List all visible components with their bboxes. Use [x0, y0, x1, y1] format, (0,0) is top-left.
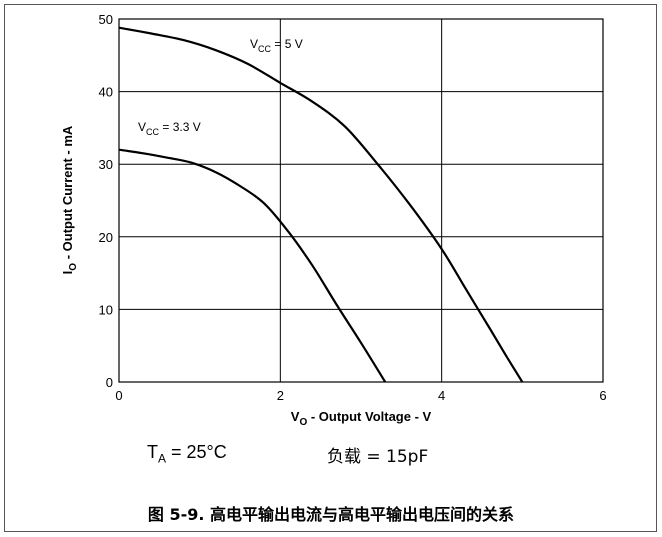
series-group [118, 26, 524, 383]
x-axis-label: VO - Output Voltage - V [291, 409, 432, 428]
x-tick-label: 6 [599, 388, 606, 403]
x-tick-label: 4 [438, 388, 445, 403]
x-tick-label: 0 [115, 388, 122, 403]
y-tick-label: 20 [99, 230, 113, 245]
figure-caption: 图 5-9. 高电平输出电流与高电平输出电压间的关系 [147, 505, 515, 524]
x-tick-label: 2 [277, 388, 284, 403]
grid [119, 19, 603, 382]
y-axis-label: IO - Output Current - mA [60, 125, 79, 274]
series-label-3v3: VCC = 3.3 V [138, 120, 201, 137]
y-tick-label: 40 [99, 85, 113, 100]
series-line-vcc-5v [118, 26, 524, 383]
figure-frame [4, 4, 657, 532]
load-capacitance: 负载 = 15pF [327, 447, 429, 467]
plot-area-border [118, 18, 604, 383]
series-label-5v: VCC = 5 V [250, 37, 303, 54]
y-tick-label: 10 [99, 302, 113, 317]
ambient-temperature: TA = 25°C [147, 442, 227, 466]
tick-labels: 0 10 20 30 40 50 0 2 4 6 [99, 12, 607, 403]
y-tick-label: 50 [99, 12, 113, 27]
y-tick-label: 0 [106, 375, 113, 390]
series-line-vcc-3v3 [118, 148, 387, 383]
output-current-chart: 0 10 20 30 40 50 0 2 4 6 VCC = 5 V VCC = 3.3 V VO… [60, 12, 607, 428]
y-tick-label: 30 [99, 157, 113, 172]
